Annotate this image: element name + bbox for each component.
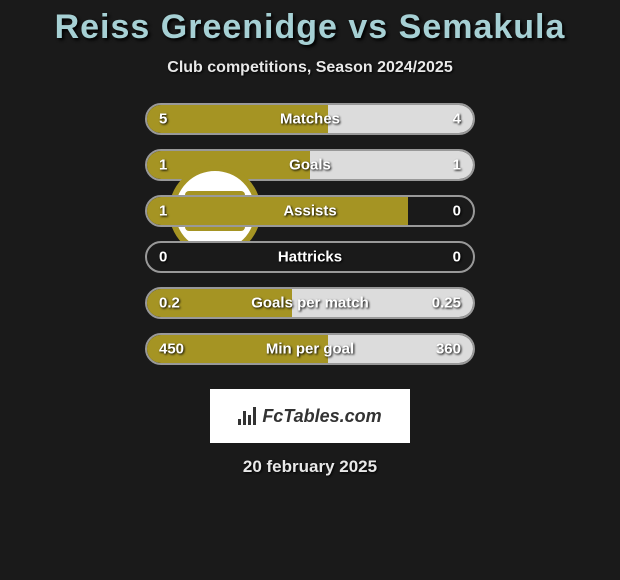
stat-label: Matches <box>280 111 340 128</box>
bar-fill-right <box>328 105 473 133</box>
stat-bar: Assists 1 0 <box>145 195 475 227</box>
stat-value-right: 0.25 <box>432 295 461 312</box>
stat-value-right: 0 <box>453 203 461 220</box>
stat-rows: Matches54Goals11MUFCAssists10Hattricks00… <box>145 103 475 379</box>
stat-value-left: 1 <box>159 157 167 174</box>
stat-value-right: 4 <box>453 111 461 128</box>
stat-label: Assists <box>283 203 336 220</box>
brand-text: FcTables.com <box>262 406 381 427</box>
subtitle: Club competitions, Season 2024/2025 <box>167 59 452 77</box>
stat-label: Goals <box>289 157 331 174</box>
stat-row: Hattricks 0 0 <box>145 241 475 273</box>
brand-chart-icon <box>238 407 256 425</box>
comparison-infographic: Reiss Greenidge vs Semakula Club competi… <box>0 0 620 477</box>
stat-value-right: 1 <box>453 157 461 174</box>
date-line: 20 february 2025 <box>243 457 377 477</box>
stat-row: Matches 5 4 <box>145 103 475 135</box>
bar-fill-right <box>310 151 473 179</box>
stat-label: Goals per match <box>251 295 369 312</box>
stat-row: Min per goal 450 360 <box>145 333 475 365</box>
stat-bar: Min per goal 450 360 <box>145 333 475 365</box>
stat-row: MUFCAssists10 <box>145 195 475 227</box>
stat-bar: Goals per match 0.2 0.25 <box>145 287 475 319</box>
stat-label: Min per goal <box>266 341 354 358</box>
stat-value-left: 5 <box>159 111 167 128</box>
stat-value-right: 0 <box>453 249 461 266</box>
footer-brand-badge: FcTables.com <box>210 389 410 443</box>
stat-value-left: 450 <box>159 341 184 358</box>
stat-bar: Matches 5 4 <box>145 103 475 135</box>
stat-value-left: 0.2 <box>159 295 180 312</box>
page-title: Reiss Greenidge vs Semakula <box>55 8 566 47</box>
stat-bar: Hattricks 0 0 <box>145 241 475 273</box>
stat-label: Hattricks <box>278 249 342 266</box>
stat-row: Goals per match 0.2 0.25 <box>145 287 475 319</box>
bar-fill-left <box>147 197 408 225</box>
stat-value-left: 0 <box>159 249 167 266</box>
stat-value-left: 1 <box>159 203 167 220</box>
stat-value-right: 360 <box>436 341 461 358</box>
